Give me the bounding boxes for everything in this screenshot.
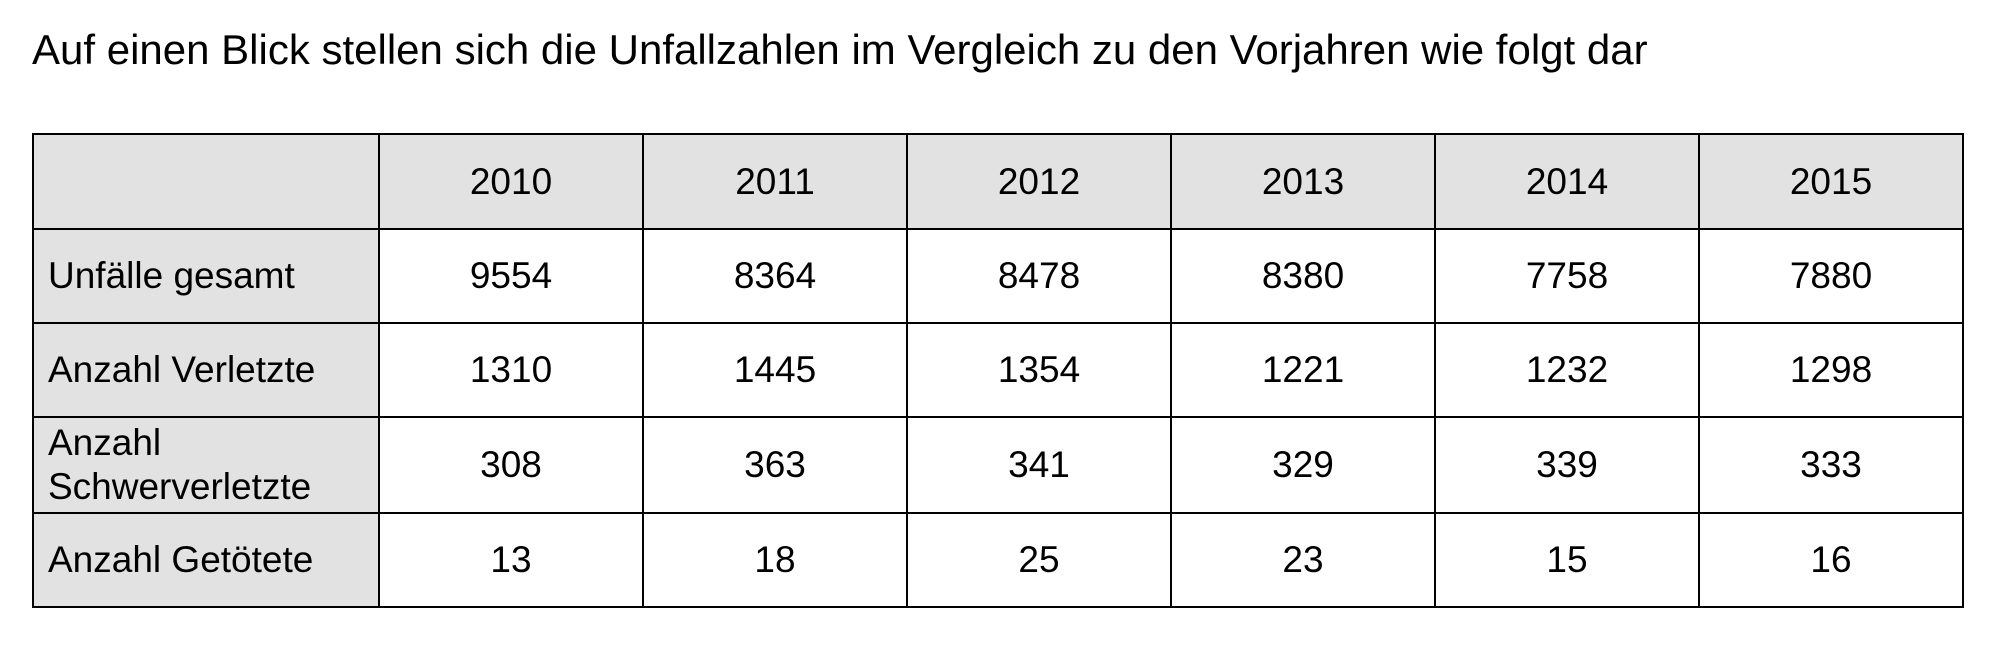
table-cell: 16 <box>1698 512 1964 608</box>
table-cell: 8380 <box>1170 228 1436 324</box>
row-label: Anzahl Verletzte <box>32 322 380 418</box>
table-cell: 1221 <box>1170 322 1436 418</box>
table-header-row: 2010 2011 2012 2013 2014 2015 <box>32 133 1964 230</box>
table-cell: 13 <box>378 512 644 608</box>
row-label: Anzahl Getötete <box>32 512 380 608</box>
table-cell: 1445 <box>642 322 908 418</box>
table-cell: 23 <box>1170 512 1436 608</box>
table-row: Unfälle gesamt 9554 8364 8478 8380 7758 … <box>32 228 1964 324</box>
table-cell: 339 <box>1434 416 1700 514</box>
table-cell: 1310 <box>378 322 644 418</box>
table-cell: 18 <box>642 512 908 608</box>
table-cell: 1298 <box>1698 322 1964 418</box>
table-cell: 308 <box>378 416 644 514</box>
year-header: 2011 <box>642 133 908 230</box>
row-label-line: Schwerverletzte <box>48 466 312 507</box>
table-cell: 8478 <box>906 228 1172 324</box>
year-header: 2013 <box>1170 133 1436 230</box>
table-cell: 333 <box>1698 416 1964 514</box>
table-row: Anzahl Schwerverletzte 308 363 341 329 33… <box>32 416 1964 514</box>
table-cell: 7758 <box>1434 228 1700 324</box>
table-cell: 1232 <box>1434 322 1700 418</box>
table-cell: 25 <box>906 512 1172 608</box>
row-label: Anzahl Schwerverletzte <box>32 416 380 514</box>
table-cell: 329 <box>1170 416 1436 514</box>
table-cell: 7880 <box>1698 228 1964 324</box>
year-header: 2010 <box>378 133 644 230</box>
table-cell: 15 <box>1434 512 1700 608</box>
table-cell: 363 <box>642 416 908 514</box>
year-header: 2014 <box>1434 133 1700 230</box>
table-cell: 8364 <box>642 228 908 324</box>
table-corner-cell <box>32 133 380 230</box>
page-title: Auf einen Blick stellen sich die Unfallz… <box>32 26 1648 73</box>
year-header: 2015 <box>1698 133 1964 230</box>
year-header: 2012 <box>906 133 1172 230</box>
row-label-line: Anzahl <box>48 422 162 463</box>
table-cell: 1354 <box>906 322 1172 418</box>
table-row: Anzahl Getötete 13 18 25 23 15 16 <box>32 512 1964 608</box>
accident-statistics-table: 2010 2011 2012 2013 2014 2015 Unfälle ge… <box>32 133 1964 608</box>
table-cell: 9554 <box>378 228 644 324</box>
table-row: Anzahl Verletzte 1310 1445 1354 1221 123… <box>32 322 1964 418</box>
table-cell: 341 <box>906 416 1172 514</box>
row-label: Unfälle gesamt <box>32 228 380 324</box>
